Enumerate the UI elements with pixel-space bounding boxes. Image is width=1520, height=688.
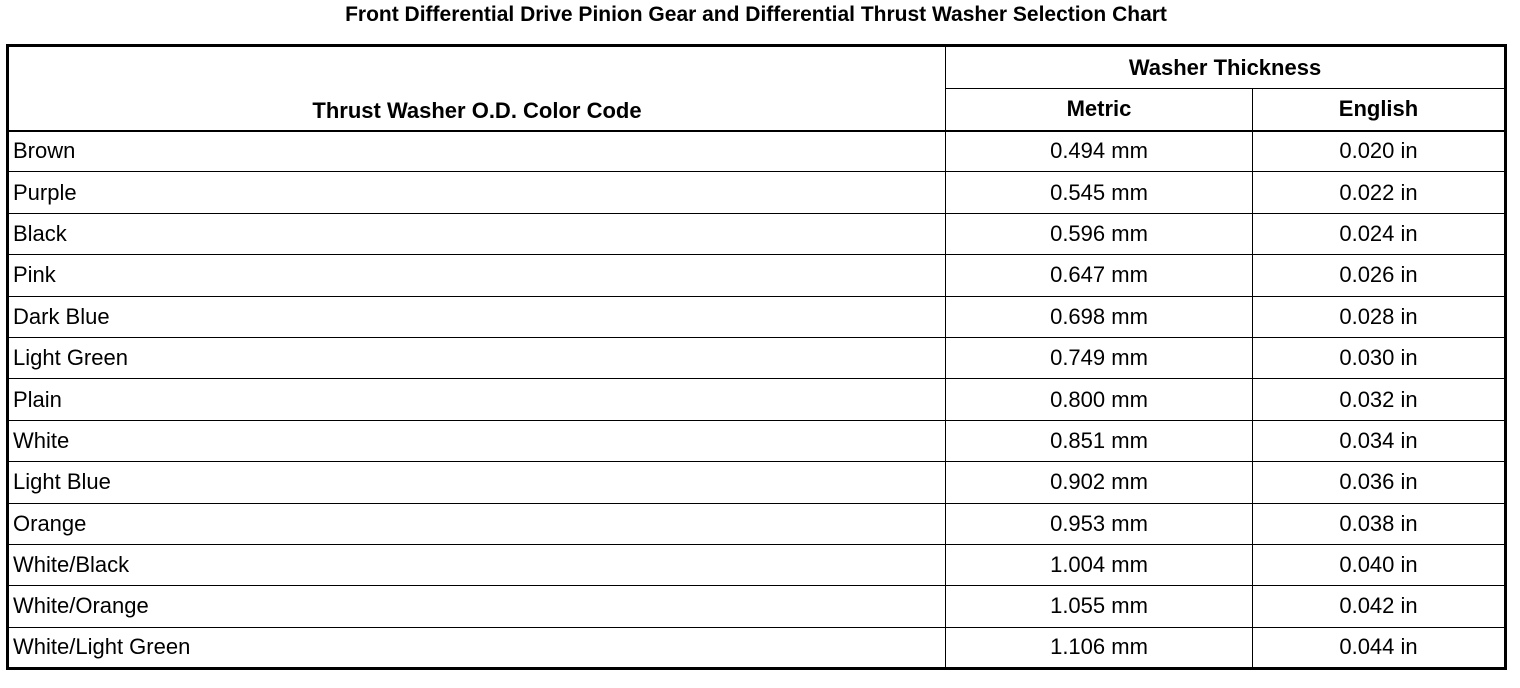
table-row: Light Blue 0.902 mm 0.036 in [7,461,1506,504]
cell-metric: 1.004 mm [945,543,1253,587]
cell-english: 0.030 in [1252,336,1506,380]
header-color-code: Thrust Washer O.D. Color Code [7,45,946,132]
table-row: Brown 0.494 mm 0.020 in [7,129,1506,173]
cell-color: White/Light Green [7,626,946,670]
cell-english: 0.020 in [1252,129,1506,173]
table-row: White/Black 1.004 mm 0.040 in [7,543,1506,587]
table-row: White/Light Green 1.106 mm 0.044 in [7,626,1506,670]
cell-metric: 0.800 mm [945,378,1253,421]
cell-color: Black [7,212,946,256]
cell-metric: 0.545 mm [945,171,1253,214]
cell-english: 0.022 in [1252,171,1506,214]
chart-title: Front Differential Drive Pinion Gear and… [345,3,1167,26]
cell-english: 0.034 in [1252,419,1506,463]
cell-metric: 1.106 mm [945,626,1253,670]
table-row: Dark Blue 0.698 mm 0.028 in [7,295,1506,338]
cell-metric: 0.851 mm [945,419,1253,463]
cell-english: 0.044 in [1252,626,1506,670]
cell-metric: 0.698 mm [945,295,1253,338]
table-row: Pink 0.647 mm 0.026 in [7,254,1506,297]
table-row: Orange 0.953 mm 0.038 in [7,502,1506,545]
cell-english: 0.042 in [1252,585,1506,628]
cell-metric: 0.953 mm [945,502,1253,545]
cell-english: 0.038 in [1252,502,1506,545]
table-row: White 0.851 mm 0.034 in [7,419,1506,463]
cell-metric: 0.749 mm [945,336,1253,380]
cell-color: Light Green [7,336,946,380]
cell-english: 0.036 in [1252,461,1506,504]
cell-color: Orange [7,502,946,545]
cell-color: Light Blue [7,461,946,504]
cell-color: White/Black [7,543,946,587]
table-row: Plain 0.800 mm 0.032 in [7,378,1506,421]
cell-color: Brown [7,129,946,173]
table-row: Black 0.596 mm 0.024 in [7,212,1506,256]
cell-english: 0.024 in [1252,212,1506,256]
header-washer-thickness: Washer Thickness [945,45,1506,89]
cell-metric: 0.494 mm [945,129,1253,173]
cell-color: White/Orange [7,585,946,628]
table-row: Light Green 0.749 mm 0.030 in [7,336,1506,380]
cell-color: Purple [7,171,946,214]
table-row: White/Orange 1.055 mm 0.042 in [7,585,1506,628]
cell-color: White [7,419,946,463]
cell-english: 0.028 in [1252,295,1506,338]
cell-english: 0.032 in [1252,378,1506,421]
cell-english: 0.040 in [1252,543,1506,587]
cell-color: Pink [7,254,946,297]
cell-metric: 0.596 mm [945,212,1253,256]
cell-color: Plain [7,378,946,421]
cell-metric: 0.647 mm [945,254,1253,297]
cell-english: 0.026 in [1252,254,1506,297]
washer-selection-table: Thrust Washer O.D. Color Code Washer Thi… [6,44,1507,671]
cell-metric: 1.055 mm [945,585,1253,628]
header-english: English [1252,88,1506,132]
table-row: Purple 0.545 mm 0.022 in [7,171,1506,214]
header-metric: Metric [945,88,1253,132]
cell-color: Dark Blue [7,295,946,338]
cell-metric: 0.902 mm [945,461,1253,504]
